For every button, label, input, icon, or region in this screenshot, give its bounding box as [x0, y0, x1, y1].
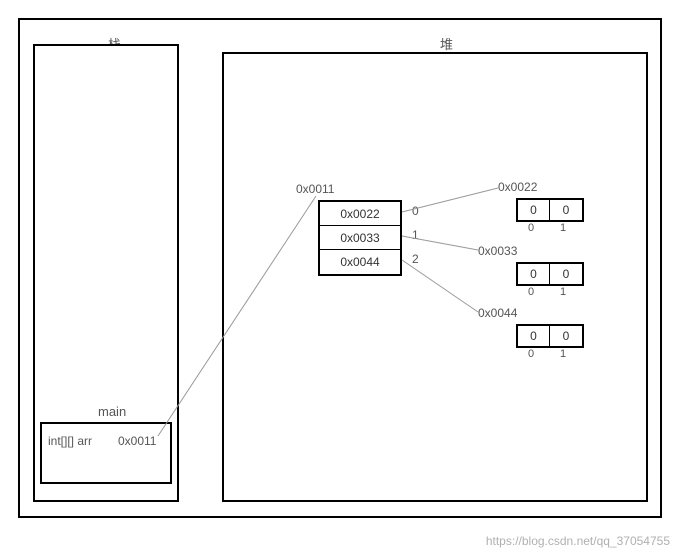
var-value: 0x0011	[118, 434, 156, 448]
ptr-index: 1	[412, 228, 419, 242]
outer-addr: 0x0011	[296, 182, 334, 196]
stack-frame-main	[40, 422, 172, 484]
cell-index: 1	[560, 348, 566, 360]
main-label: main	[98, 404, 126, 419]
pointer-table: 0x0022 0x0033 0x0044	[318, 200, 402, 276]
ptr-row: 0x0033	[320, 226, 400, 250]
ptr-index: 0	[412, 204, 419, 218]
cell-index: 0	[528, 222, 534, 234]
heap-region	[222, 52, 648, 502]
cell-index: 0	[528, 348, 534, 360]
cell-index: 1	[560, 222, 566, 234]
array-cell: 0	[518, 200, 550, 220]
array-cell: 0	[550, 200, 582, 220]
inner-array: 0 0	[516, 324, 584, 348]
inner-addr: 0x0033	[478, 244, 517, 258]
ptr-index: 2	[412, 252, 419, 266]
inner-array: 0 0	[516, 198, 584, 222]
ptr-row: 0x0044	[320, 250, 400, 274]
heap-title: 堆	[440, 34, 453, 53]
array-cell: 0	[550, 264, 582, 284]
inner-addr: 0x0044	[478, 306, 517, 320]
watermark: https://blog.csdn.net/qq_37054755	[486, 534, 670, 548]
var-decl: int[][] arr	[48, 434, 92, 448]
ptr-row: 0x0022	[320, 202, 400, 226]
inner-addr: 0x0022	[498, 180, 537, 194]
inner-array: 0 0	[516, 262, 584, 286]
cell-index: 0	[528, 286, 534, 298]
cell-index: 1	[560, 286, 566, 298]
array-cell: 0	[518, 264, 550, 284]
array-cell: 0	[518, 326, 550, 346]
array-cell: 0	[550, 326, 582, 346]
